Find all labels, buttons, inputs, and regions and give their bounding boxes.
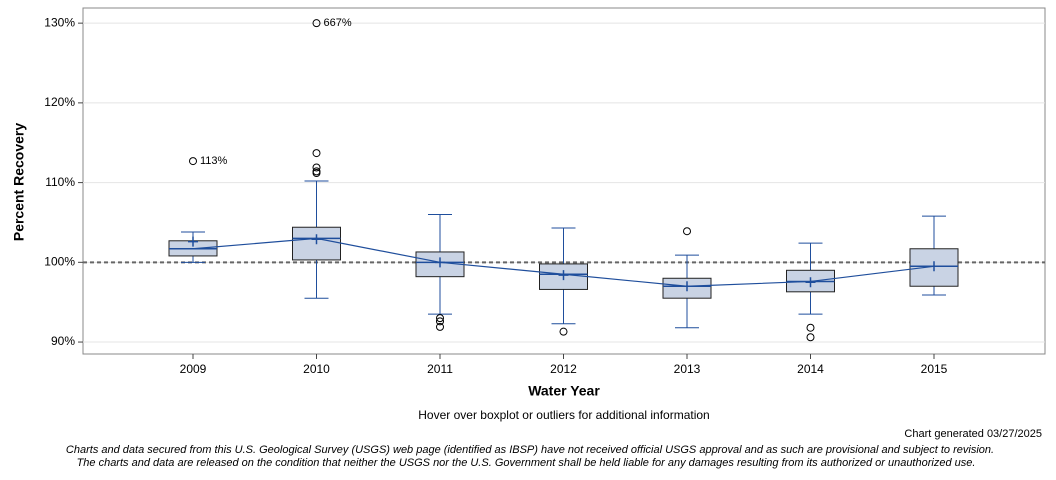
outlier xyxy=(189,157,197,166)
footnote: Charts and data secured from this U.S. G… xyxy=(66,444,994,456)
outlier xyxy=(312,19,321,28)
outlier xyxy=(312,169,321,178)
outlier xyxy=(683,227,691,236)
outlier xyxy=(312,149,321,158)
outlier xyxy=(559,327,568,336)
outlier xyxy=(312,163,321,172)
x-tick-label: 2012 xyxy=(550,362,577,376)
outlier-label: 113% xyxy=(200,155,228,167)
outlier xyxy=(436,314,444,323)
y-tick-label: 130% xyxy=(44,15,75,29)
mean-marker xyxy=(188,236,198,247)
x-tick-label: 2014 xyxy=(797,362,824,376)
y-tick-label: 100% xyxy=(44,254,75,268)
x-tick-label: 2015 xyxy=(921,362,948,376)
x-tick-label: 2009 xyxy=(180,362,207,376)
x-tick-label: 2011 xyxy=(427,362,453,376)
footnote: The charts and data are released on the … xyxy=(77,457,976,469)
outlier xyxy=(436,317,444,326)
y-axis-label: Percent Recovery xyxy=(11,123,27,242)
x-tick-label: 2013 xyxy=(674,362,701,376)
y-tick-label: 120% xyxy=(44,95,75,109)
y-tick-label: 90% xyxy=(51,334,75,348)
x-axis-label: Water Year xyxy=(528,383,600,399)
outlier xyxy=(806,333,815,342)
x-tick-label: 2010 xyxy=(303,362,330,376)
median-line xyxy=(192,237,935,287)
hint: Hover over boxplot or outliers for addit… xyxy=(418,408,709,422)
outlier-label: 667% xyxy=(324,17,352,29)
y-tick-label: 110% xyxy=(45,175,75,189)
mean-marker xyxy=(805,277,816,288)
outlier xyxy=(806,323,815,332)
generated: Chart generated 03/27/2025 xyxy=(904,428,1042,440)
outlier xyxy=(436,322,444,331)
